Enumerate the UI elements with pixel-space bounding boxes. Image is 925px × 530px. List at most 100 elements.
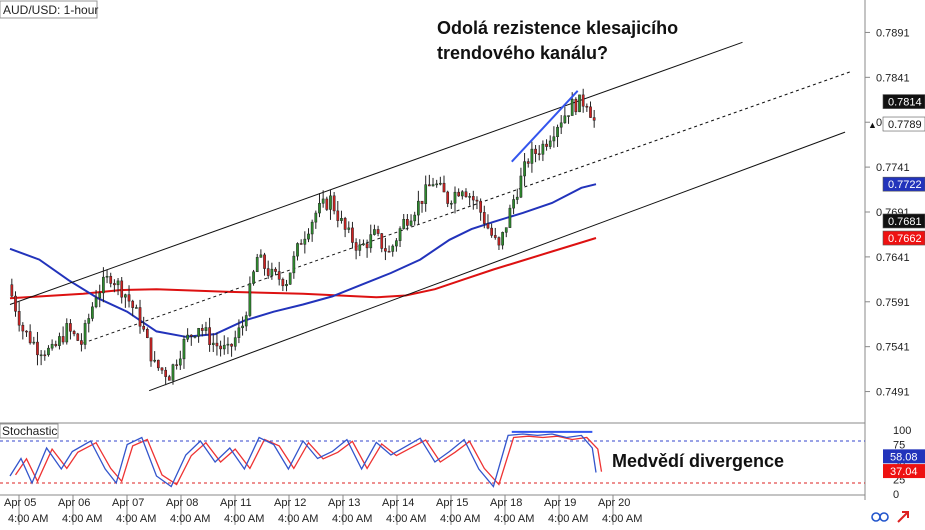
candle <box>25 330 28 337</box>
candle <box>552 126 556 148</box>
candle <box>402 213 406 230</box>
candle <box>98 284 102 308</box>
candle-body <box>109 275 113 284</box>
candle-body <box>585 105 589 108</box>
stoch-label-box <box>0 423 59 439</box>
candle <box>113 279 116 293</box>
time-tick-date: Apr 11 <box>220 497 252 509</box>
candle-body <box>259 254 263 258</box>
candle <box>369 224 373 253</box>
candle <box>329 189 332 220</box>
price-badge-value: 0.7662 <box>888 233 922 245</box>
candle <box>314 210 318 229</box>
candle <box>58 332 61 350</box>
candle <box>384 237 387 261</box>
candle-body <box>468 196 471 198</box>
candle-body <box>347 227 351 230</box>
link-icon[interactable] <box>871 512 889 522</box>
candle <box>237 319 241 344</box>
candle <box>285 279 288 292</box>
candle <box>358 239 362 257</box>
candle <box>233 330 237 351</box>
time-tick-date: Apr 14 <box>382 497 414 509</box>
time-tick-time: 4:00 AM <box>224 513 264 525</box>
candle <box>512 194 515 215</box>
candle-body <box>14 295 17 312</box>
stoch-badge: 37.04 <box>883 464 925 479</box>
candle-body <box>285 284 288 287</box>
candle <box>296 242 299 261</box>
price-badge-bg <box>882 94 925 109</box>
candle-body <box>102 276 105 294</box>
candle <box>460 190 464 200</box>
candle <box>537 145 541 161</box>
candle-body <box>39 354 43 357</box>
candle-body <box>164 369 168 377</box>
candle <box>578 94 581 113</box>
candle-body <box>266 268 270 276</box>
candle-body <box>508 207 512 228</box>
time-axis[interactable]: Apr 05 4:00 AM Apr 06 4:00 AM Apr 07 4:00 AM A… <box>4 495 642 525</box>
candle-body <box>131 300 135 308</box>
candle <box>274 267 277 276</box>
candle <box>102 267 105 303</box>
candle <box>270 262 274 280</box>
candle <box>395 238 398 252</box>
candle-body <box>80 340 83 345</box>
annotation-stoch: Medvědí divergence <box>612 451 784 471</box>
candle <box>475 196 479 210</box>
candle-body <box>160 367 164 371</box>
price-badge-bg <box>882 213 925 229</box>
candle-body <box>380 233 384 249</box>
price-badge-value: 0.7722 <box>888 179 922 191</box>
candle-body <box>534 148 537 154</box>
price-tick-label: 0.7591 <box>876 297 910 309</box>
candle <box>204 321 208 336</box>
arrow-icon[interactable] <box>897 511 909 523</box>
candle <box>171 363 175 385</box>
candle <box>457 188 461 197</box>
candle <box>391 244 395 257</box>
candle-body <box>391 245 395 252</box>
candle <box>417 190 420 225</box>
candle-body <box>215 342 219 347</box>
candle <box>164 367 168 386</box>
candle <box>91 302 94 322</box>
candle-body <box>417 200 420 216</box>
candle <box>200 324 204 337</box>
candle-body <box>28 331 32 344</box>
candle <box>266 260 270 279</box>
candle-body <box>244 315 248 327</box>
candle <box>526 158 530 168</box>
candle-body <box>424 184 428 204</box>
candle-body <box>574 98 578 113</box>
candle <box>178 350 182 370</box>
candle <box>211 333 215 353</box>
stoch-tick-label: 100 <box>893 425 911 437</box>
candle-body <box>490 227 493 236</box>
candle-body <box>226 343 230 346</box>
candle-body <box>208 327 211 345</box>
candle-body <box>175 364 178 366</box>
candle-body <box>43 354 47 357</box>
candle <box>131 299 135 317</box>
candle-body <box>519 175 523 198</box>
price-badge: 0.7662 <box>882 230 925 246</box>
candle-body <box>270 268 274 276</box>
price-badge: 0.7722 <box>882 176 925 192</box>
candle-body <box>563 115 567 124</box>
candle <box>50 339 54 351</box>
candle-body <box>446 191 450 204</box>
candle-body <box>453 191 457 204</box>
candle-body <box>138 307 142 327</box>
price-axis[interactable]: 0.78910.78410.77910.77410.76910.76410.75… <box>865 27 910 399</box>
candle <box>87 313 91 333</box>
candle <box>354 238 358 260</box>
candle <box>482 205 486 229</box>
candle <box>321 190 325 208</box>
stoch-badge-bg <box>883 449 925 464</box>
candle <box>145 327 149 339</box>
candle <box>263 252 266 276</box>
candle-body <box>25 330 28 333</box>
candle <box>446 190 450 208</box>
